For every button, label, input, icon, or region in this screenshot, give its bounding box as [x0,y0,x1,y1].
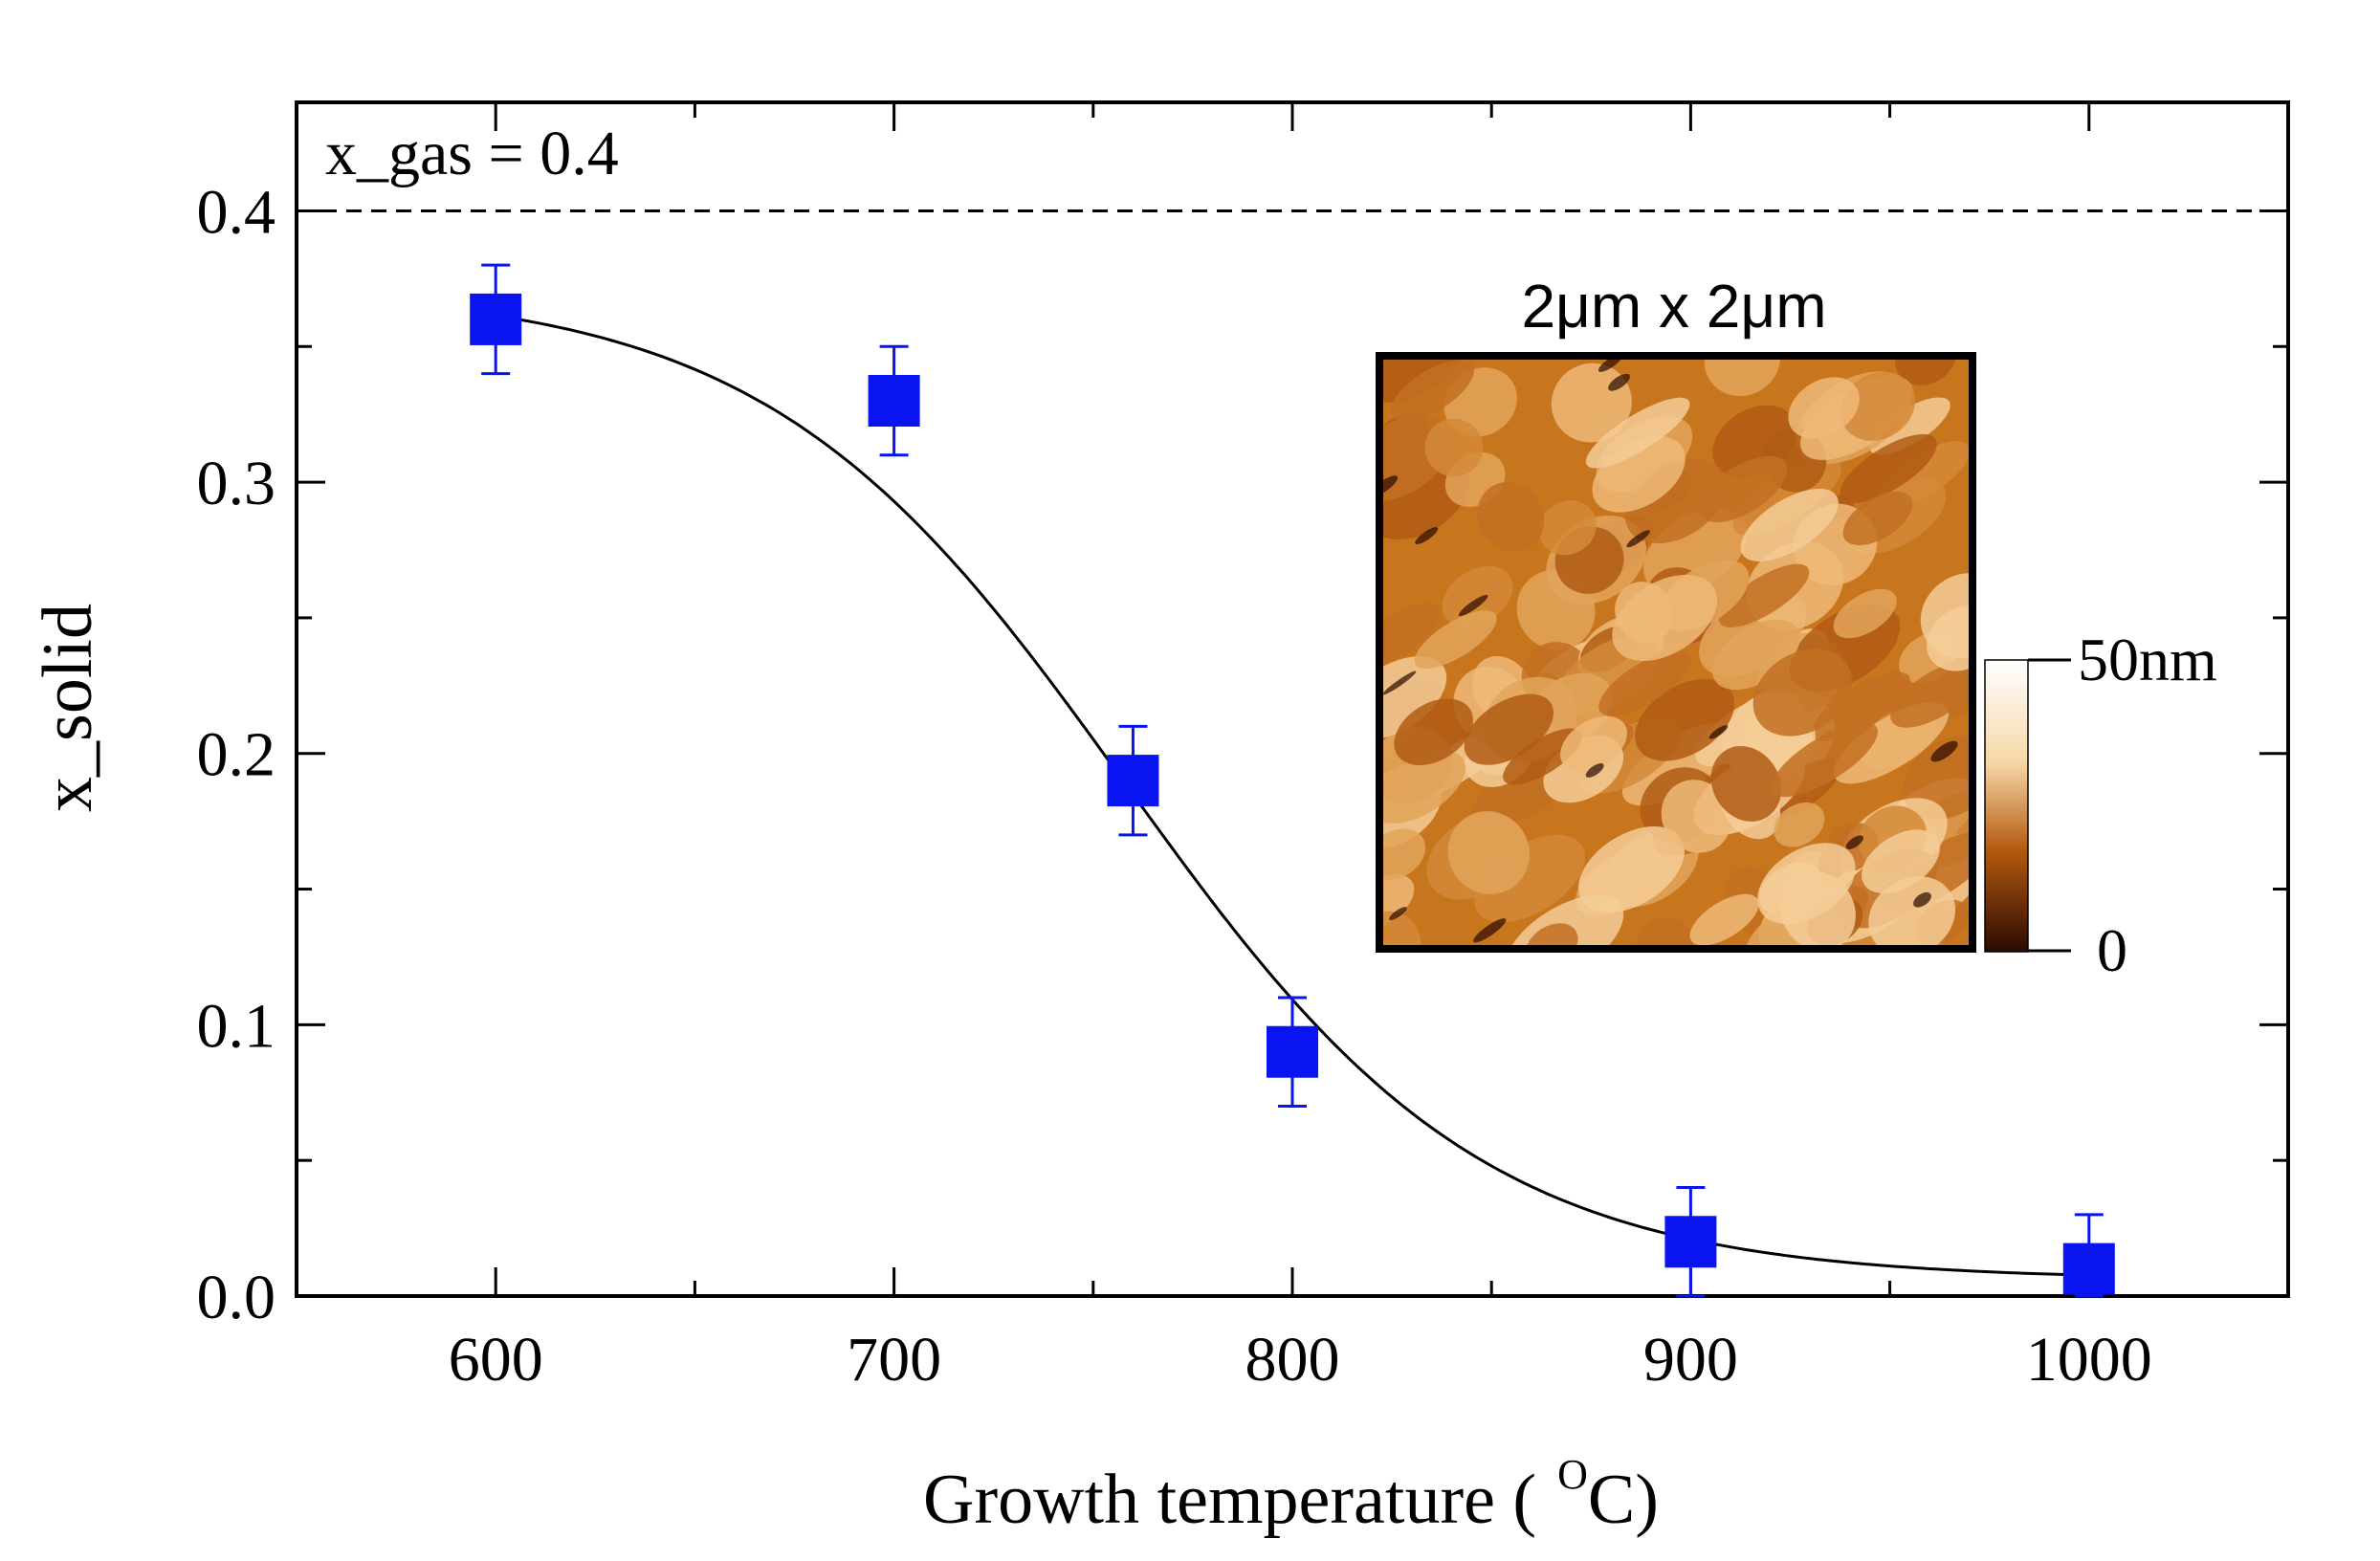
y-tick-label: 0.1 [197,991,276,1061]
afm-grain [1927,605,1972,671]
afm-grain [1698,455,1788,523]
afm-grain [1577,826,1685,913]
afm-grain [1635,678,1735,761]
afm-pit [1913,891,1931,908]
afm-pit [1415,527,1439,545]
afm-image [1379,356,1972,949]
data-point-marker [1107,755,1159,807]
reference-line-label: x_gas = 0.4 [325,119,619,188]
afm-grain [1840,371,1916,441]
x-tick-label: 800 [1245,1325,1340,1395]
data-point-marker [2062,1242,2115,1295]
afm-pit [1382,671,1417,695]
afm-grain [1779,870,1856,949]
colorbar-max-label: 50nm [2078,626,2217,693]
afm-grain [1842,491,1913,546]
colorbar-min-label: 0 [2097,916,2127,984]
afm-grain [1752,649,1852,737]
afm-image-border [1376,352,1976,953]
afm-grain [1424,418,1484,477]
afm-grain [1771,721,1878,798]
y-tick-label: 0.0 [197,1263,276,1332]
afm-grain [1598,649,1692,716]
y-tick-label: 0.2 [197,720,276,790]
afm-pit [1708,725,1729,739]
afm-grain [1585,397,1690,469]
afm-pit [1608,373,1630,391]
inset-title: 2μm x 2μm [1521,272,1826,341]
afm-grain [1612,574,1718,661]
afm-grain [1390,360,1474,422]
afm-grain [1862,829,1940,894]
afm-grain [1379,911,1421,949]
afm-grain [1414,610,1497,670]
afm-pit [1458,594,1488,617]
afm-grain [1890,661,1972,728]
afm-grain [1477,482,1545,553]
afm-grain [1840,433,1937,504]
data-points [470,263,2115,1298]
y-tick-label: 0.4 [197,177,276,247]
afm-grain [1503,728,1583,785]
y-tick-label: 0.3 [197,449,276,518]
x-tick-label: 900 [1643,1325,1738,1395]
afm-grain [1394,698,1473,766]
afm-pit [1473,918,1507,943]
axis-tick-labels: 600 700 800 900 1000 0.0 0.1 0.2 0.3 0.4 [197,177,2152,1395]
afm-pit [1379,475,1399,497]
x-axis-title: Growth temperature (OC) [923,1451,1659,1539]
afm-grain [1811,671,1911,742]
afm-pit [1585,763,1604,778]
y-axis-title: x_solid [29,604,107,812]
afm-pit [1389,907,1407,920]
afm-grain [1538,500,1597,556]
afm-grain [1379,750,1465,824]
afm-grain [1868,876,1956,949]
afm-grain [1379,603,1441,667]
x-tick-label: 1000 [2026,1325,2152,1395]
data-point-marker [470,293,522,345]
afm-grain [1902,736,1972,820]
afm-pit [1626,530,1650,548]
afm-grain [1710,746,1782,822]
data-point-marker [868,375,920,427]
x-tick-label: 700 [847,1325,941,1395]
afm-grain [1560,715,1627,772]
afm-grain [1379,415,1452,502]
afm-pit [1930,740,1958,762]
colorbar [1984,659,2029,953]
x-tick-label: 600 [449,1325,543,1395]
afm-grain [1718,563,1810,627]
data-point-marker [1267,1025,1318,1078]
afm-grain [1869,397,1950,455]
afm-grain [1788,377,1860,439]
data-point-marker [1664,1216,1717,1268]
afm-grain [1447,811,1530,894]
afm-pit [1845,835,1863,849]
afm-grain [1833,588,1897,639]
afm-grain [1774,802,1825,847]
afm-grain [1740,488,1839,561]
afm-grain [1661,780,1732,853]
afm-grain [1442,566,1513,627]
afm-grain [1689,893,1759,946]
afm-inset: 2μm x 2μm 50nm 0 [1376,272,2217,984]
